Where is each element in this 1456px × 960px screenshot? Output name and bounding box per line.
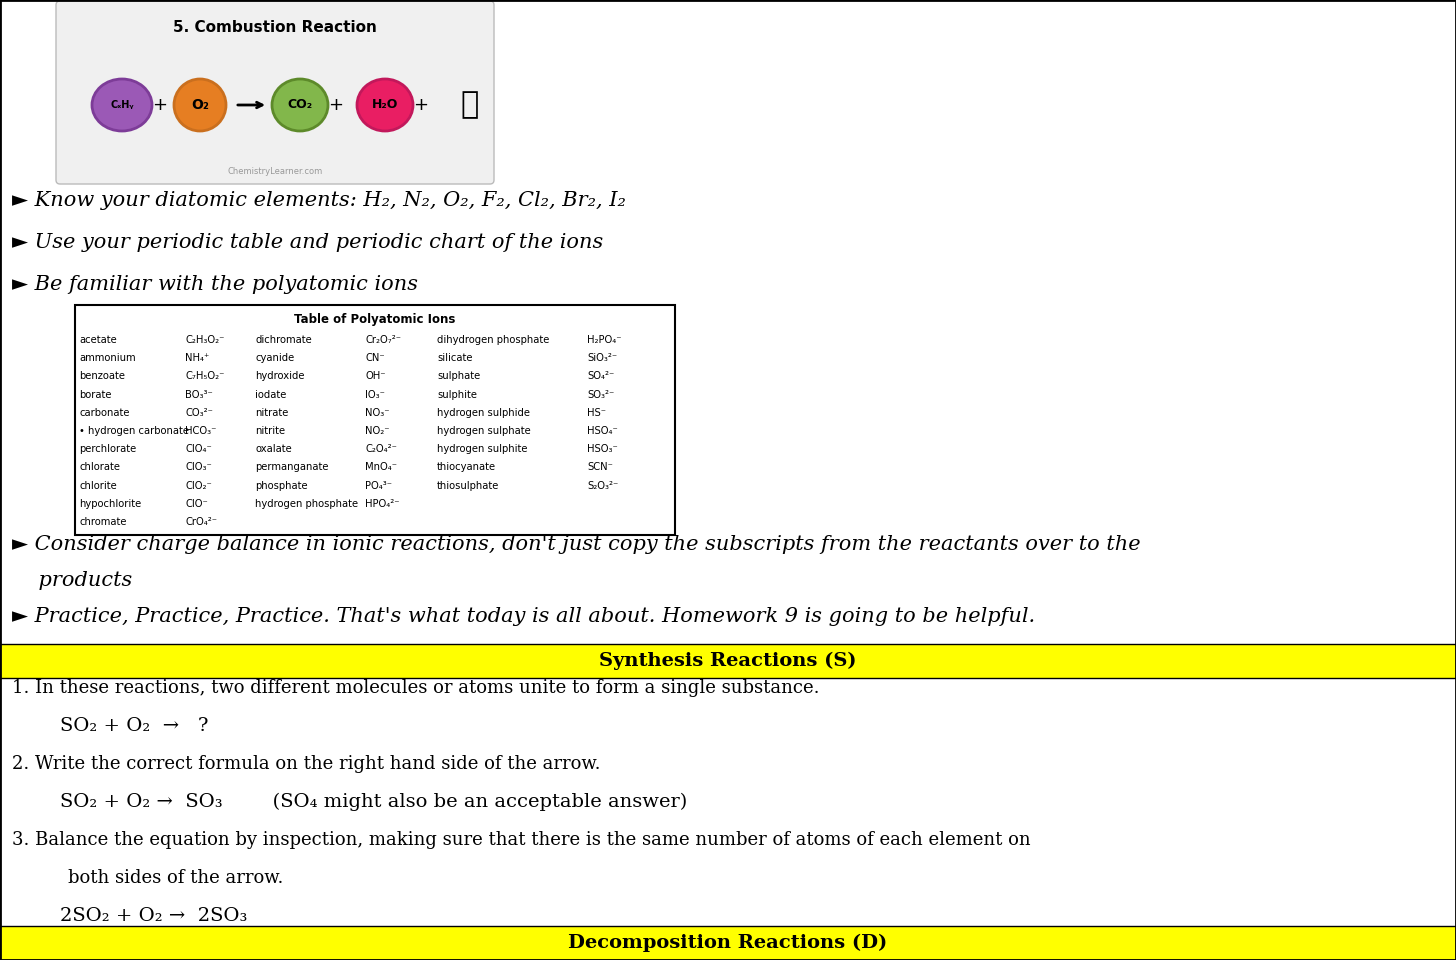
Text: NO₃⁻: NO₃⁻ [365, 408, 390, 418]
Text: nitrate: nitrate [255, 408, 288, 418]
Text: HSO₄⁻: HSO₄⁻ [587, 426, 617, 436]
Text: Table of Polyatomic Ions: Table of Polyatomic Ions [294, 313, 456, 325]
Text: chromate: chromate [79, 516, 127, 527]
Text: products: products [12, 571, 132, 590]
Text: Decomposition Reactions (D): Decomposition Reactions (D) [568, 934, 888, 952]
Text: C₇H₅O₂⁻: C₇H₅O₂⁻ [185, 372, 224, 381]
Text: benzoate: benzoate [79, 372, 125, 381]
Text: C₂O₄²⁻: C₂O₄²⁻ [365, 444, 397, 454]
Text: SO₂ + O₂ →  SO₃        (SO₄ might also be an acceptable answer): SO₂ + O₂ → SO₃ (SO₄ might also be an acc… [60, 793, 687, 811]
Text: thiosulphate: thiosulphate [437, 481, 499, 491]
Text: HS⁻: HS⁻ [587, 408, 606, 418]
Text: 2. Write the correct formula on the right hand side of the arrow.: 2. Write the correct formula on the righ… [12, 755, 600, 773]
Text: +: + [153, 96, 167, 114]
Text: phosphate: phosphate [255, 481, 307, 491]
Text: hydrogen sulphate: hydrogen sulphate [437, 426, 531, 436]
Text: chlorite: chlorite [79, 481, 116, 491]
Text: hydroxide: hydroxide [255, 372, 304, 381]
Text: SO₃²⁻: SO₃²⁻ [587, 390, 614, 399]
Text: IO₃⁻: IO₃⁻ [365, 390, 384, 399]
Text: 3. Balance the equation by inspection, making sure that there is the same number: 3. Balance the equation by inspection, m… [12, 831, 1031, 849]
Text: CrO₄²⁻: CrO₄²⁻ [185, 516, 217, 527]
Text: SO₄²⁻: SO₄²⁻ [587, 372, 614, 381]
Bar [0, 926, 1456, 960]
Text: ► Practice, Practice, Practice. That's what today is all about. Homework 9 is go: ► Practice, Practice, Practice. That's w… [12, 608, 1035, 627]
Text: iodate: iodate [255, 390, 287, 399]
Text: 2SO₂ + O₂ →  2SO₃: 2SO₂ + O₂ → 2SO₃ [60, 907, 248, 925]
Text: HSO₃⁻: HSO₃⁻ [587, 444, 617, 454]
Text: carbonate: carbonate [79, 408, 130, 418]
Text: H₂O: H₂O [371, 99, 397, 111]
Text: C₂H₃O₂⁻: C₂H₃O₂⁻ [185, 335, 224, 345]
Text: ClO₃⁻: ClO₃⁻ [185, 463, 211, 472]
Text: silicate: silicate [437, 353, 473, 363]
Text: sulphate: sulphate [437, 372, 480, 381]
Text: OH⁻: OH⁻ [365, 372, 386, 381]
Text: 1. In these reactions, two different molecules or atoms unite to form a single s: 1. In these reactions, two different mol… [12, 679, 820, 697]
Text: HPO₄²⁻: HPO₄²⁻ [365, 499, 399, 509]
Text: ChemistryLearner.com: ChemistryLearner.com [227, 167, 323, 177]
Ellipse shape [357, 79, 414, 131]
Text: dihydrogen phosphate: dihydrogen phosphate [437, 335, 549, 345]
Text: cyanide: cyanide [255, 353, 294, 363]
Text: oxalate: oxalate [255, 444, 291, 454]
Text: acetate: acetate [79, 335, 116, 345]
Text: ammonium: ammonium [79, 353, 135, 363]
Text: HCO₃⁻: HCO₃⁻ [185, 426, 217, 436]
Text: both sides of the arrow.: both sides of the arrow. [45, 869, 284, 887]
Text: sulphite: sulphite [437, 390, 478, 399]
Bar [0, 644, 1456, 678]
Text: O₂: O₂ [191, 98, 210, 112]
Text: 5. Combustion Reaction: 5. Combustion Reaction [173, 19, 377, 35]
Text: 🔥: 🔥 [462, 90, 479, 119]
Text: chlorate: chlorate [79, 463, 119, 472]
Text: CO₃²⁻: CO₃²⁻ [185, 408, 213, 418]
Text: S₂O₃²⁻: S₂O₃²⁻ [587, 481, 619, 491]
FancyBboxPatch shape [55, 1, 494, 184]
Text: ► Use your periodic table and periodic chart of the ions: ► Use your periodic table and periodic c… [12, 232, 603, 252]
Text: permanganate: permanganate [255, 463, 329, 472]
Text: BO₃³⁻: BO₃³⁻ [185, 390, 213, 399]
Text: perchlorate: perchlorate [79, 444, 137, 454]
Ellipse shape [272, 79, 328, 131]
Text: PO₄³⁻: PO₄³⁻ [365, 481, 392, 491]
Text: hydrogen sulphite: hydrogen sulphite [437, 444, 527, 454]
Text: hydrogen phosphate: hydrogen phosphate [255, 499, 358, 509]
Text: nitrite: nitrite [255, 426, 285, 436]
Text: dichromate: dichromate [255, 335, 312, 345]
Ellipse shape [175, 79, 226, 131]
Bar [76, 305, 676, 535]
Text: borate: borate [79, 390, 112, 399]
Text: hydrogen sulphide: hydrogen sulphide [437, 408, 530, 418]
Text: SO₂ + O₂  →   ?: SO₂ + O₂ → ? [60, 717, 208, 735]
Text: +: + [414, 96, 428, 114]
Text: SCN⁻: SCN⁻ [587, 463, 613, 472]
Text: Cr₂O₇²⁻: Cr₂O₇²⁻ [365, 335, 400, 345]
Text: CN⁻: CN⁻ [365, 353, 384, 363]
Text: ► Consider charge balance in ionic reactions, don't just copy the subscripts fro: ► Consider charge balance in ionic react… [12, 536, 1140, 555]
Text: ClO⁻: ClO⁻ [185, 499, 208, 509]
Ellipse shape [92, 79, 151, 131]
Text: NO₂⁻: NO₂⁻ [365, 426, 390, 436]
Text: +: + [329, 96, 344, 114]
Text: ClO₄⁻: ClO₄⁻ [185, 444, 211, 454]
Text: CₓHᵧ: CₓHᵧ [111, 100, 134, 110]
Text: NH₄⁺: NH₄⁺ [185, 353, 210, 363]
Text: SiO₃²⁻: SiO₃²⁻ [587, 353, 617, 363]
Text: Synthesis Reactions (S): Synthesis Reactions (S) [600, 652, 856, 670]
Text: ClO₂⁻: ClO₂⁻ [185, 481, 211, 491]
Text: hypochlorite: hypochlorite [79, 499, 141, 509]
Text: • hydrogen carbonate: • hydrogen carbonate [79, 426, 189, 436]
Text: ► Know your diatomic elements: H₂, N₂, O₂, F₂, Cl₂, Br₂, I₂: ► Know your diatomic elements: H₂, N₂, O… [12, 190, 626, 209]
Text: thiocyanate: thiocyanate [437, 463, 496, 472]
Text: ► Be familiar with the polyatomic ions: ► Be familiar with the polyatomic ions [12, 275, 418, 294]
Text: MnO₄⁻: MnO₄⁻ [365, 463, 397, 472]
Text: H₂PO₄⁻: H₂PO₄⁻ [587, 335, 622, 345]
Text: CO₂: CO₂ [287, 99, 313, 111]
